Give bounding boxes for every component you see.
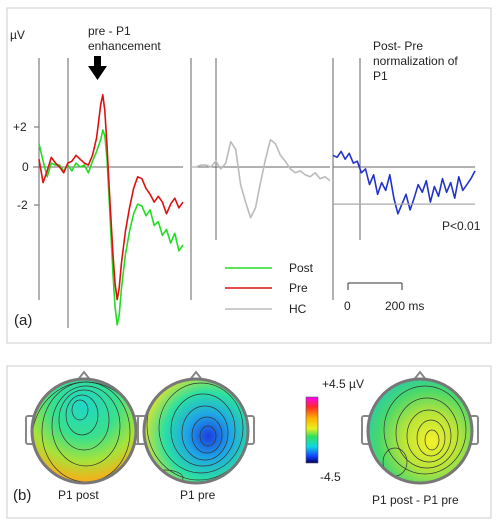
legend: Post Pre HC [225,261,314,316]
map-caption-diff: P1 post - P1 pre [372,493,459,507]
panel-a3-axes [332,58,475,300]
scalebar-start-label: 0 [344,299,351,313]
norm-label-line1: Post- Pre [373,39,423,53]
tick-label-plus2: +2 [13,120,27,134]
panel-a-frame [6,7,492,344]
head-outline [366,377,474,485]
topomap-fill [144,379,248,483]
colorbar-min-label: -4.5 [320,470,341,484]
head-outline [142,377,250,485]
tick-label-zero: 0 [22,160,29,174]
panel-b-frame [6,365,492,519]
tick-label-minus2: -2 [17,198,28,212]
head-outline [30,377,138,485]
waveforms [38,94,476,326]
topomap-fill [32,379,136,483]
p-value-label: P<0.01 [442,219,481,233]
norm-label-line2: normalization of [373,54,458,68]
legend-label-post: Post [289,261,314,275]
topomap-p1-post-minus-pre [361,370,479,485]
series-line-hc [191,138,331,219]
arrow-down-icon [88,56,107,80]
map-caption-pre: P1 pre [180,488,216,502]
panel-a2-axes [190,58,330,300]
colorbar-gradient [305,396,319,464]
map-caption-post: P1 post [58,488,99,502]
time-scalebar: 0 200 ms [344,282,424,313]
scalebar-end-label: 200 ms [385,299,424,313]
topomap-p1-post [25,370,143,485]
colorbar-max-label: +4.5 µV [322,377,364,391]
panel-b-label: (b) [13,487,31,504]
arrow-label-line2: enhancement [88,39,161,53]
norm-label-line3: P1 [373,69,388,83]
topomap-p1-pre [137,370,255,485]
series-line-post-pre [332,150,476,215]
panel-a-label: (a) [14,312,32,329]
panel-a1-axes [33,58,183,328]
arrow-label-line1: pre - P1 [88,24,131,38]
legend-label-pre: Pre [289,281,308,295]
colorbar: +4.5 µV -4.5 [305,377,364,484]
series-line-pre [38,94,184,301]
unit-label: µV [10,28,25,42]
legend-label-hc: HC [289,302,307,316]
